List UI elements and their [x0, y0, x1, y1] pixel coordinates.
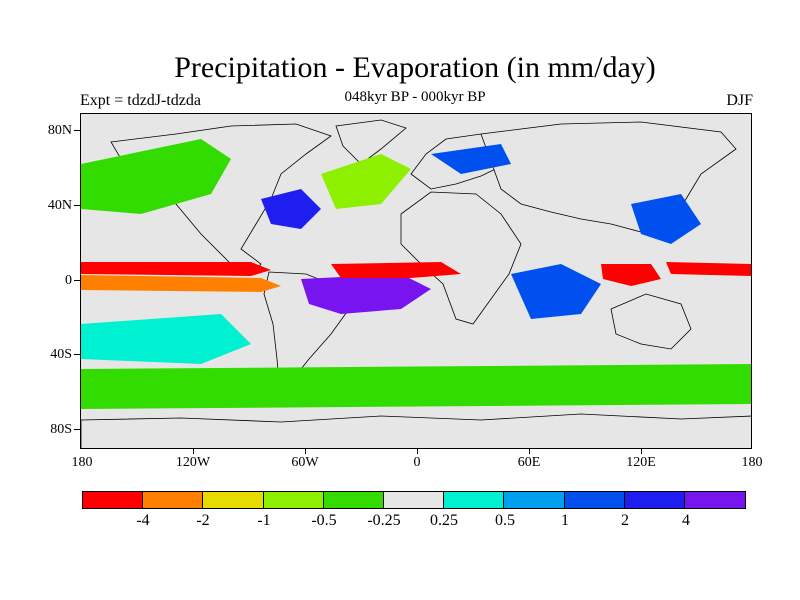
- asia-landmass: [480, 121, 737, 233]
- lon-label-0: 0: [413, 455, 421, 470]
- lon-label-60w: 60W: [291, 455, 319, 470]
- anomaly-pacific-itcz: [81, 262, 271, 276]
- chart-subtitle: 048kyr BP - 000kyr BP: [344, 89, 486, 105]
- colorbar: [82, 491, 747, 509]
- lat-label-40n: 40N: [47, 198, 72, 213]
- lon-label-120e: 120E: [626, 455, 656, 470]
- anomaly-west-pacific: [666, 262, 751, 276]
- colorbar-label: 1: [561, 512, 569, 529]
- season-label: DJF: [726, 92, 753, 109]
- anomaly-north-pacific: [81, 139, 231, 214]
- colorbar-box: [323, 492, 384, 508]
- anomaly-south-pacific: [81, 314, 251, 364]
- colorbar-box: [504, 492, 565, 508]
- colorbar-label: -2: [196, 512, 210, 529]
- australia-landmass: [610, 293, 692, 350]
- anomaly-southern-ocean: [81, 364, 751, 409]
- colorbar-box: [444, 492, 505, 508]
- colorbar-box: [684, 492, 746, 508]
- anomaly-field: [81, 139, 751, 409]
- anomaly-europe-band: [431, 144, 511, 174]
- experiment-label: Expt = tdzdJ-tdzda: [80, 92, 201, 109]
- chart-title: Precipitation - Evaporation (in mm/day): [174, 51, 656, 84]
- lat-tick: [74, 429, 80, 430]
- lat-label-80s: 80S: [50, 422, 72, 437]
- anomaly-equatorial-band: [81, 275, 281, 292]
- colorbar-box: [624, 492, 685, 508]
- greenland-landmass: [335, 119, 407, 165]
- lon-tick: [417, 449, 418, 454]
- anomaly-north-atlantic: [321, 154, 411, 209]
- precip-evap-map: [80, 113, 752, 449]
- colorbar-box: [143, 492, 204, 508]
- lon-tick: [193, 449, 194, 454]
- lat-tick: [74, 130, 80, 131]
- colorbar-label: 2: [621, 512, 629, 529]
- lat-label-0: 0: [65, 273, 72, 288]
- colorbar-box: [203, 492, 264, 508]
- lon-label-120w: 120W: [175, 455, 211, 470]
- anomaly-atlantic-equator: [331, 262, 461, 278]
- map-canvas: [81, 119, 751, 448]
- antarctica-landmass: [81, 413, 751, 448]
- colorbar-label: -0.5: [311, 512, 337, 529]
- lon-label-180e: 180: [741, 455, 763, 470]
- anomaly-maritime: [601, 264, 661, 286]
- lat-label-40s: 40S: [50, 347, 72, 362]
- anomaly-indian-ocean: [511, 264, 601, 319]
- lat-tick: [74, 205, 80, 206]
- colorbar-label: 0.5: [495, 512, 515, 529]
- colorbar-box: [383, 492, 445, 508]
- colorbar-box: [83, 492, 144, 508]
- lon-tick: [305, 449, 306, 454]
- lat-tick: [74, 354, 80, 355]
- colorbar-box: [564, 492, 625, 508]
- anomaly-east-asia: [631, 194, 701, 244]
- lon-tick: [529, 449, 530, 454]
- lon-label-60e: 60E: [517, 455, 541, 470]
- anomaly-atlantic-south: [301, 274, 431, 314]
- colorbar-label: 0.25: [430, 512, 458, 529]
- lon-tick: [641, 449, 642, 454]
- colorbar-label: -0.25: [367, 512, 401, 529]
- colorbar-box: [263, 492, 324, 508]
- anomaly-western-atlantic: [261, 189, 321, 229]
- lon-label-180w: 180: [71, 455, 93, 470]
- lat-tick: [74, 280, 80, 281]
- colorbar-label: -4: [136, 512, 150, 529]
- africa-landmass: [400, 191, 522, 325]
- colorbar-label: 4: [682, 512, 690, 529]
- colorbar-label: -1: [257, 512, 271, 529]
- lat-label-80n: 80N: [47, 123, 72, 138]
